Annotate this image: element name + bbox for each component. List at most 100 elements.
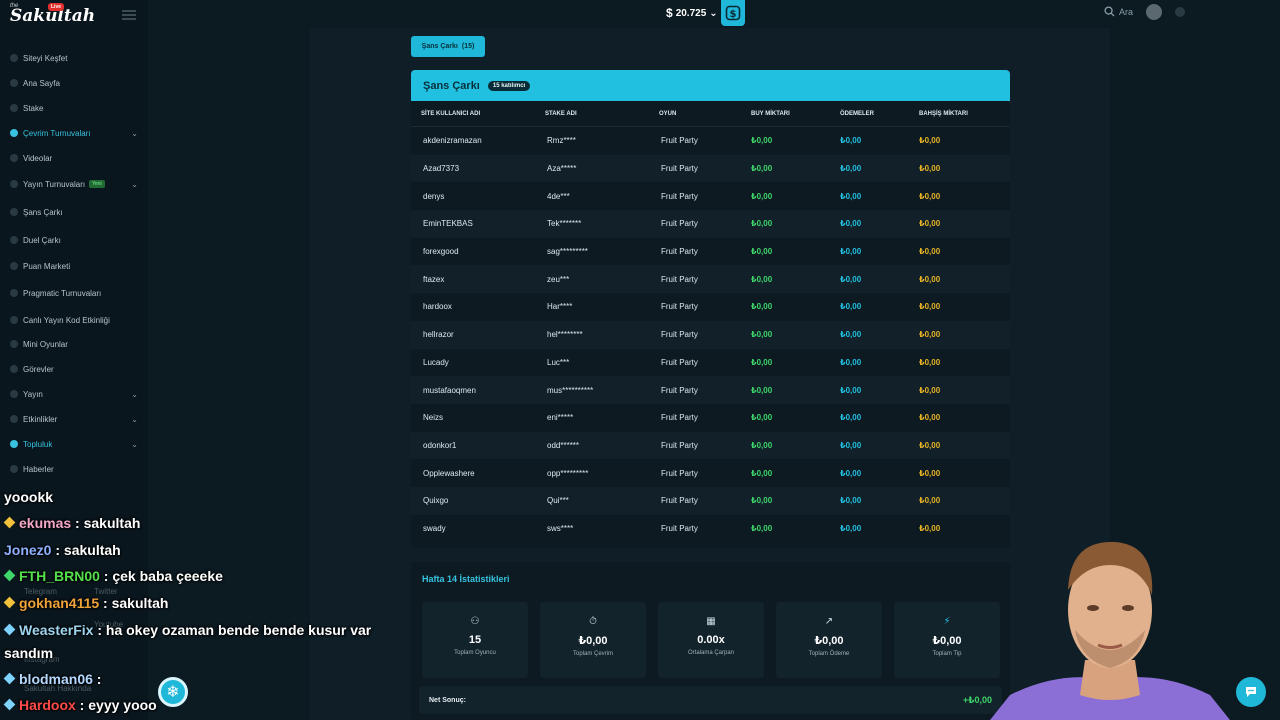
chat-separator: : bbox=[92, 671, 102, 687]
chat-separator: : bbox=[93, 622, 106, 638]
logo[interactable]: Sakultah bbox=[10, 6, 96, 26]
tip-amount-cell: ₺0,00 bbox=[919, 468, 941, 478]
wallet-button[interactable]: $ bbox=[721, 0, 745, 26]
menu-toggle-icon[interactable] bbox=[122, 10, 136, 20]
chat-separator: : bbox=[75, 697, 89, 713]
chevron-down-icon[interactable]: ⌄ bbox=[131, 439, 138, 449]
stat-value: 0.00x bbox=[697, 634, 725, 646]
chevron-down-icon[interactable]: ⌄ bbox=[131, 179, 138, 189]
sidebar-item[interactable]: Etkinlikler ⌄ bbox=[10, 411, 138, 427]
sidebar-link-telegram[interactable]: Telegram bbox=[24, 587, 57, 596]
balance-value: 20.725 bbox=[675, 7, 707, 19]
sidebar-item[interactable]: Mini Oyunlar bbox=[10, 336, 138, 352]
badge-gem-icon bbox=[3, 596, 16, 609]
sidebar-item[interactable]: Topluluk ⌄ bbox=[10, 436, 138, 452]
game-name-cell: Fruit Party bbox=[661, 164, 698, 174]
payout-amount-cell: ₺0,00 bbox=[840, 468, 862, 478]
chat-message: WeasterFix : ha okey ozaman bende bende … bbox=[3, 622, 371, 638]
sidebar-item[interactable]: Çevrim Turnuvaları ⌄ bbox=[10, 125, 138, 141]
chat-message: sandım bbox=[4, 645, 53, 661]
buy-amount-cell: ₺0,00 bbox=[751, 247, 773, 257]
nav-icon bbox=[10, 390, 18, 398]
stat-card: ⚇ 15 Toplam Oyuncu bbox=[422, 602, 528, 678]
users-icon: ⚇ bbox=[470, 616, 480, 627]
sidebar-item-label: Canlı Yayın Kod Etkinliği bbox=[23, 315, 110, 325]
sidebar-item-label: Videolar bbox=[23, 153, 53, 163]
payout-amount-cell: ₺0,00 bbox=[840, 357, 862, 367]
sidebar-item[interactable]: Şans Çarkı bbox=[10, 204, 138, 220]
avatar[interactable] bbox=[1146, 4, 1162, 20]
sidebar-link-about[interactable]: Sakultah Hakkında bbox=[24, 684, 92, 693]
stat-value: ₺0,00 bbox=[814, 635, 844, 647]
sidebar-item[interactable]: Videolar bbox=[10, 150, 138, 166]
buy-amount-cell: ₺0,00 bbox=[751, 385, 773, 395]
sidebar-item[interactable]: Stake bbox=[10, 100, 138, 116]
tab-sans-carki[interactable]: Şans Çarkı (15) bbox=[411, 36, 485, 57]
sidebar: the Sakultah Live Siteyi Keşfet Ana Sayfa… bbox=[0, 0, 148, 720]
column-header: STAKE ADI bbox=[545, 110, 577, 117]
sidebar-item[interactable]: Görevler bbox=[10, 361, 138, 377]
sidebar-item[interactable]: Haberler bbox=[10, 461, 138, 477]
buy-amount-cell: ₺0,00 bbox=[751, 164, 773, 174]
chat-username: WeasterFix bbox=[19, 622, 94, 638]
search-button[interactable]: Ara bbox=[1104, 6, 1133, 17]
search-label: Ara bbox=[1119, 6, 1134, 17]
sidebar-link-youtube[interactable]: Youtube bbox=[94, 620, 124, 629]
sidebar-item[interactable]: Siteyi Keşfet bbox=[10, 50, 138, 66]
notification-icon[interactable] bbox=[1175, 7, 1185, 17]
nav-icon bbox=[10, 440, 18, 448]
chat-text: sakultah bbox=[111, 595, 169, 611]
support-chat-button[interactable] bbox=[1236, 677, 1266, 707]
buy-amount-cell: ₺0,00 bbox=[751, 523, 773, 533]
sidebar-item[interactable]: Pragmatic Turnuvaları bbox=[10, 285, 138, 301]
snowflake-button[interactable]: ❄ bbox=[158, 677, 188, 707]
table-row: Opplewashere opp********* Fruit Party ₺0,00… bbox=[411, 459, 1010, 487]
card-header: Şans Çarkı 15 katılımcı bbox=[411, 70, 1010, 101]
game-name-cell: Fruit Party bbox=[661, 523, 698, 533]
game-name-cell: Fruit Party bbox=[661, 468, 698, 478]
sidebar-item[interactable]: Ana Sayfa bbox=[10, 75, 138, 91]
site-username-cell: ftazex bbox=[423, 274, 445, 284]
sidebar-item[interactable]: Yayın Turnuvaları Yeni ⌄ bbox=[10, 176, 138, 192]
buy-amount-cell: ₺0,00 bbox=[751, 413, 773, 423]
stake-name-cell: 4de*** bbox=[547, 191, 570, 201]
stake-name-cell: hel******** bbox=[547, 330, 583, 340]
sidebar-link-instagram[interactable]: Instagram bbox=[24, 655, 60, 664]
sidebar-item-label: Haberler bbox=[23, 464, 54, 474]
table-row: swady sws**** Fruit Party ₺0,00 ₺0,00 ₺0,00 bbox=[411, 515, 1010, 543]
new-badge: Yeni bbox=[89, 180, 105, 188]
table-body: akdenizramazan Rmz**** Fruit Party ₺0,00 ₺0,… bbox=[411, 127, 1010, 542]
table-row: ftazex zeu*** Fruit Party ₺0,00 ₺0,00 ₺0,00 bbox=[411, 265, 1010, 294]
chart-icon: ↗ bbox=[824, 616, 834, 627]
chevron-down-icon[interactable]: ⌄ bbox=[131, 389, 138, 399]
table-row: hardoox Har**** Fruit Party ₺0,00 ₺0,00 ₺0,00 bbox=[411, 293, 1010, 321]
sidebar-item[interactable]: Yayın ⌄ bbox=[10, 386, 138, 402]
stake-name-cell: eni***** bbox=[547, 413, 574, 423]
weekly-stats: Hafta 14 İstatistikleri ⚇ 15 Toplam Oyuncu… bbox=[411, 562, 1010, 720]
sidebar-link-twitter[interactable]: Twitter bbox=[94, 587, 118, 596]
chevron-down-icon[interactable]: ⌄ bbox=[131, 128, 138, 138]
chevron-down-icon[interactable]: ⌄ bbox=[131, 414, 138, 424]
nav-icon bbox=[10, 79, 18, 87]
stat-value: ₺0,00 bbox=[932, 635, 962, 647]
payout-amount-cell: ₺0,00 bbox=[840, 330, 862, 340]
table-row: Lucady Luc*** Fruit Party ₺0,00 ₺0,00 ₺0,00 bbox=[411, 349, 1010, 377]
nav-icon bbox=[10, 262, 18, 270]
table-row: EminTEKBAS Tek******* Fruit Party ₺0,00 ₺0,0… bbox=[411, 210, 1010, 238]
sidebar-item[interactable]: Puan Marketi bbox=[10, 258, 138, 274]
table-row: odonkor1 odd****** Fruit Party ₺0,00 ₺0,00 ₺0… bbox=[411, 431, 1010, 460]
sidebar-item[interactable]: Duel Çarkı bbox=[10, 232, 138, 248]
payout-amount-cell: ₺0,00 bbox=[840, 274, 862, 284]
currency-symbol: $ bbox=[666, 6, 673, 20]
nav-icon bbox=[10, 104, 18, 112]
buy-amount-cell: ₺0,00 bbox=[751, 357, 773, 367]
participant-count-badge: 15 katılımcı bbox=[487, 80, 531, 91]
stake-name-cell: sws**** bbox=[547, 523, 574, 533]
table-row: denys 4de*** Fruit Party ₺0,00 ₺0,00 ₺0,00 bbox=[411, 182, 1010, 210]
balance-display[interactable]: $ 20.725 ⌄ bbox=[666, 6, 718, 20]
stake-name-cell: Aza***** bbox=[547, 164, 577, 174]
buy-amount-cell: ₺0,00 bbox=[751, 302, 773, 312]
payout-amount-cell: ₺0,00 bbox=[840, 385, 862, 395]
sidebar-item[interactable]: Canlı Yayın Kod Etkinliği bbox=[10, 312, 138, 328]
tip-amount-cell: ₺0,00 bbox=[919, 357, 941, 367]
